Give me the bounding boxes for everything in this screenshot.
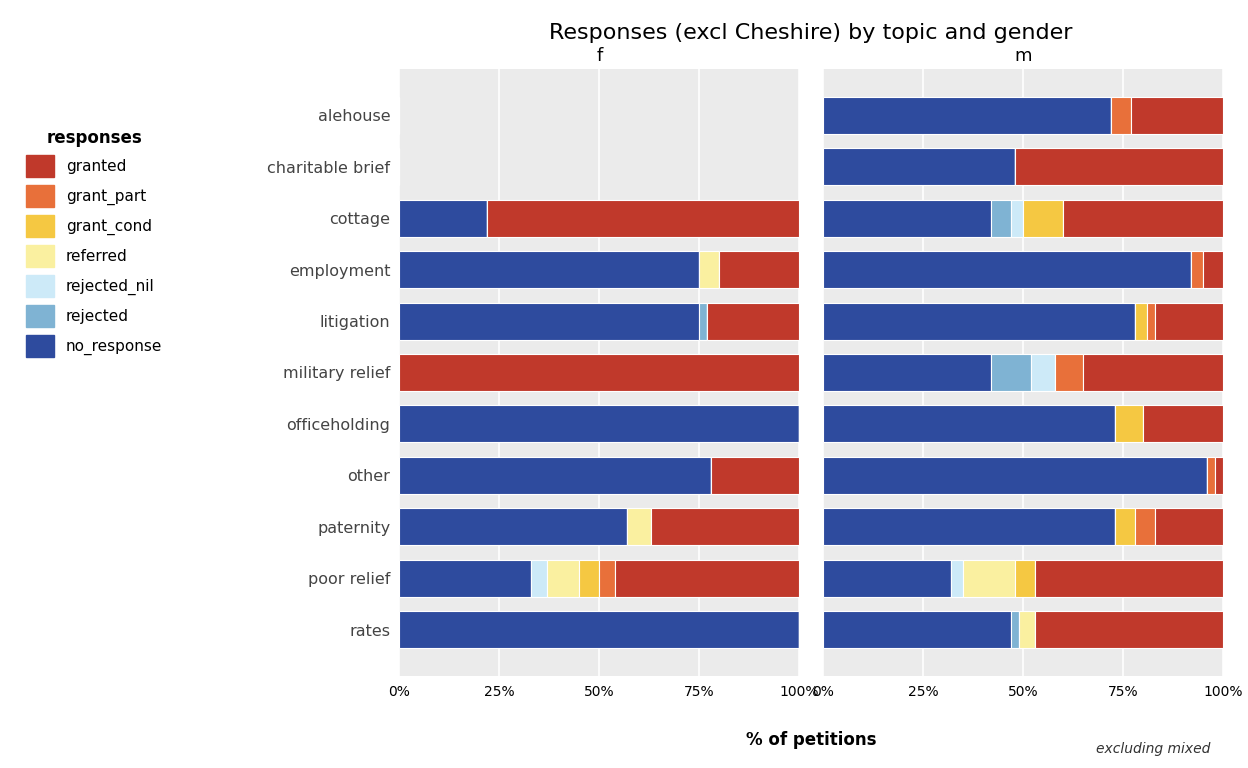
Bar: [399, 457, 711, 494]
Bar: [824, 611, 1011, 648]
Text: % of petitions: % of petitions: [746, 731, 876, 749]
Bar: [1131, 97, 1223, 134]
Bar: [548, 560, 579, 597]
Bar: [824, 560, 951, 597]
Bar: [651, 508, 799, 545]
Bar: [399, 406, 799, 442]
Bar: [1111, 97, 1131, 134]
Bar: [711, 457, 799, 494]
Bar: [699, 303, 708, 339]
Bar: [1023, 200, 1063, 237]
Bar: [824, 303, 1136, 339]
Bar: [1147, 303, 1156, 339]
Bar: [991, 354, 1031, 391]
Bar: [1035, 560, 1223, 597]
Bar: [399, 251, 699, 288]
Bar: [1136, 508, 1156, 545]
Bar: [399, 611, 799, 648]
Bar: [1136, 303, 1147, 339]
Bar: [1191, 251, 1203, 288]
Bar: [399, 303, 699, 339]
Bar: [599, 560, 615, 597]
Bar: [824, 97, 1111, 134]
Title: m: m: [1015, 47, 1032, 65]
Bar: [1114, 406, 1143, 442]
Bar: [1156, 508, 1223, 545]
Bar: [1055, 354, 1083, 391]
Bar: [1035, 611, 1223, 648]
Bar: [615, 560, 799, 597]
Bar: [1216, 457, 1223, 494]
Bar: [399, 354, 799, 391]
Bar: [399, 200, 487, 237]
Bar: [579, 560, 599, 597]
Bar: [824, 508, 1114, 545]
Bar: [1156, 303, 1223, 339]
Bar: [628, 508, 651, 545]
Legend: granted, grant_part, grant_cond, referred, rejected_nil, rejected, no_response: granted, grant_part, grant_cond, referre…: [20, 123, 168, 363]
Text: excluding mixed: excluding mixed: [1096, 742, 1211, 756]
Bar: [1063, 200, 1223, 237]
Bar: [824, 148, 1015, 185]
Bar: [1203, 251, 1223, 288]
Text: Responses (excl Cheshire) by topic and gender: Responses (excl Cheshire) by topic and g…: [549, 23, 1073, 43]
Bar: [1020, 611, 1035, 648]
Bar: [824, 251, 1191, 288]
Bar: [824, 406, 1114, 442]
Bar: [487, 200, 799, 237]
Bar: [1011, 611, 1020, 648]
Bar: [719, 251, 799, 288]
Bar: [399, 508, 628, 545]
Bar: [1207, 457, 1216, 494]
Bar: [532, 560, 548, 597]
Bar: [1083, 354, 1223, 391]
Bar: [1015, 148, 1223, 185]
Bar: [1114, 508, 1136, 545]
Bar: [951, 560, 963, 597]
Bar: [399, 560, 532, 597]
Bar: [824, 354, 991, 391]
Bar: [824, 200, 991, 237]
Bar: [1143, 406, 1223, 442]
Bar: [708, 303, 799, 339]
Bar: [963, 560, 1015, 597]
Bar: [1015, 560, 1035, 597]
Bar: [1031, 354, 1055, 391]
Title: f: f: [597, 47, 603, 65]
Bar: [699, 251, 719, 288]
Bar: [824, 457, 1207, 494]
Bar: [991, 200, 1011, 237]
Bar: [1011, 200, 1023, 237]
